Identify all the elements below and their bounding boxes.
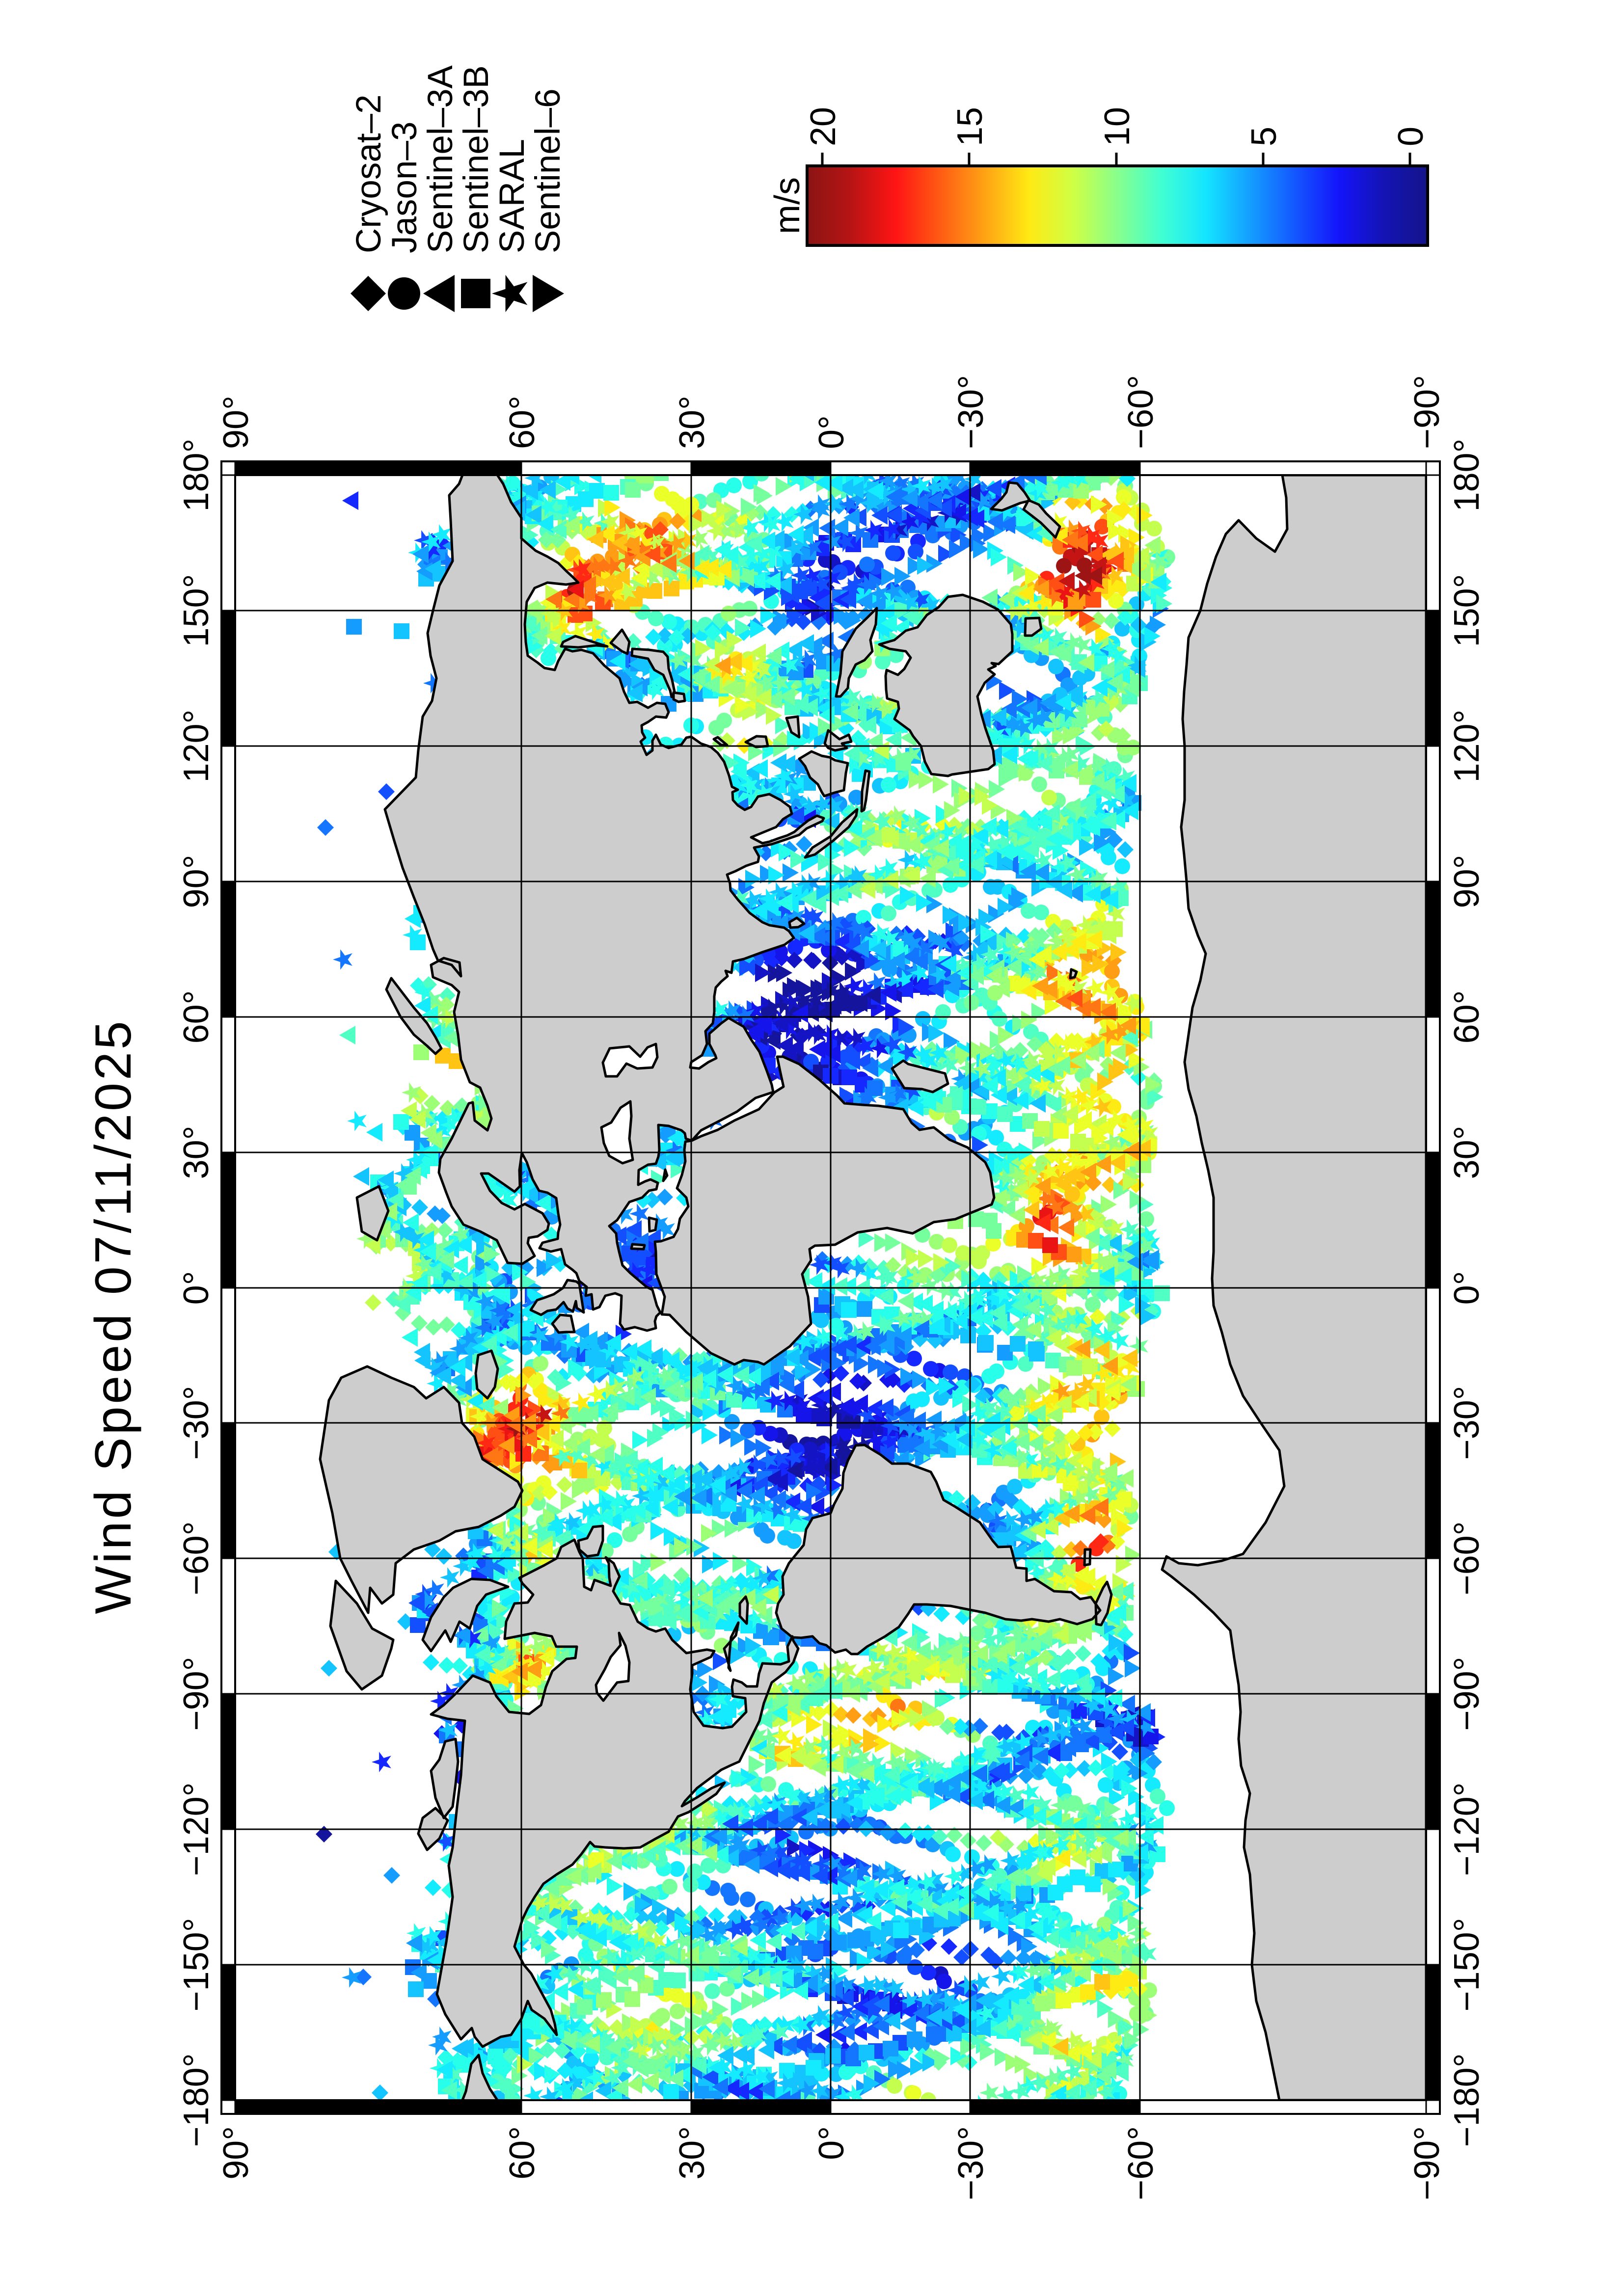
svg-text:90°: 90°: [1447, 855, 1487, 908]
svg-text:−30°: −30°: [1447, 1386, 1487, 1460]
svg-text:SARAL: SARAL: [493, 139, 532, 253]
svg-text:−60°: −60°: [177, 1522, 216, 1596]
svg-text:180°: 180°: [1447, 439, 1487, 512]
svg-text:60°: 60°: [177, 990, 216, 1044]
svg-text:180°: 180°: [177, 439, 216, 512]
svg-text:Sentinel–3B: Sentinel–3B: [457, 65, 496, 253]
svg-text:−150°: −150°: [177, 1918, 216, 2012]
svg-text:90°: 90°: [177, 855, 216, 908]
svg-text:150°: 150°: [1447, 574, 1487, 647]
svg-text:90°: 90°: [216, 396, 256, 449]
svg-text:30°: 30°: [1447, 1126, 1487, 1179]
svg-text:−150°: −150°: [1447, 1918, 1487, 2012]
svg-text:15: 15: [950, 107, 990, 146]
svg-text:Wind Speed 07/11/2025: Wind Speed 07/11/2025: [85, 1018, 142, 1614]
svg-text:−30°: −30°: [177, 1386, 216, 1460]
svg-text:−90°: −90°: [1407, 2126, 1447, 2200]
svg-text:30°: 30°: [673, 396, 712, 449]
svg-text:0°: 0°: [812, 415, 851, 449]
svg-text:m/s: m/s: [768, 177, 807, 234]
svg-text:120°: 120°: [177, 710, 216, 783]
svg-text:−90°: −90°: [1407, 375, 1447, 449]
svg-text:−60°: −60°: [1121, 2126, 1161, 2200]
svg-text:−30°: −30°: [951, 2126, 991, 2200]
svg-text:Cryosat–2: Cryosat–2: [350, 94, 388, 253]
svg-text:−180°: −180°: [1447, 2054, 1487, 2147]
svg-text:0°: 0°: [1447, 1271, 1487, 1305]
svg-text:120°: 120°: [1447, 710, 1487, 783]
svg-text:20: 20: [804, 107, 843, 146]
svg-text:150°: 150°: [177, 574, 216, 647]
svg-text:Sentinel–6: Sentinel–6: [529, 88, 568, 253]
svg-text:−90°: −90°: [1447, 1657, 1487, 1731]
svg-text:60°: 60°: [503, 2126, 542, 2180]
svg-text:Jason–3: Jason–3: [385, 122, 424, 253]
svg-text:−120°: −120°: [177, 1783, 216, 1876]
svg-text:−30°: −30°: [951, 375, 991, 449]
svg-text:−180°: −180°: [177, 2054, 216, 2147]
svg-text:−120°: −120°: [1447, 1783, 1487, 1876]
svg-text:30°: 30°: [673, 2126, 712, 2180]
svg-text:60°: 60°: [1447, 990, 1487, 1044]
svg-text:60°: 60°: [503, 396, 542, 449]
svg-text:0°: 0°: [812, 2126, 851, 2160]
svg-text:Sentinel–3A: Sentinel–3A: [421, 65, 460, 253]
svg-text:90°: 90°: [216, 2126, 256, 2180]
svg-text:−90°: −90°: [177, 1657, 216, 1731]
svg-text:0: 0: [1391, 127, 1431, 146]
svg-text:30°: 30°: [177, 1126, 216, 1179]
svg-text:−60°: −60°: [1121, 375, 1161, 449]
svg-text:0°: 0°: [177, 1271, 216, 1305]
svg-text:5: 5: [1244, 127, 1284, 146]
svg-text:−60°: −60°: [1447, 1522, 1487, 1596]
svg-text:10: 10: [1098, 107, 1137, 146]
